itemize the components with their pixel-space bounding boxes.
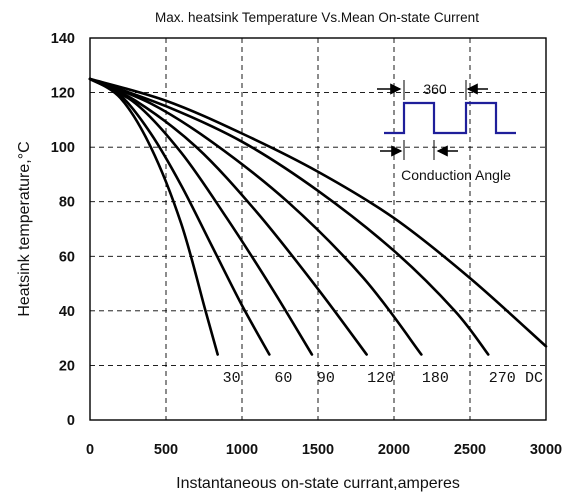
y-tick-label: 20 [59,358,75,374]
period-label: 360 [423,81,447,97]
curve-label-120: 120 [367,370,394,387]
plot-frame [89,37,547,421]
y-axis-title: Heatsink temperature,°C [16,141,33,316]
x-tick-label: 1000 [226,442,258,458]
curve-label-DC: DC [525,370,543,387]
curve-270 [88,77,490,356]
curve-90 [88,77,314,356]
curve-label-60: 60 [274,370,292,387]
curve-DC [88,77,548,348]
conduction-angle-inset: 360 Conduction Angle [377,80,516,183]
conduction-waveform [384,101,516,135]
conduction-angle-label: Conduction Angle [401,167,511,183]
curve-labels: 30 60 90 120 180 270 DC [223,370,543,387]
y-tick-label: 80 [59,195,75,211]
axis-ticks: 0 500 1000 1500 2000 2500 3000 0 20 40 60 80 100 120 1… [51,31,562,458]
x-axis-title: Instantaneous on-state currant,amperes [176,475,460,492]
curve-60 [88,77,271,356]
curve-label-180: 180 [422,370,449,387]
y-tick-label: 60 [59,249,75,265]
x-tick-label: 3000 [530,442,562,458]
x-tick-label: 2000 [378,442,410,458]
x-tick-label: 1500 [302,442,334,458]
curve-label-90: 90 [317,370,335,387]
curve-120 [88,77,368,356]
y-tick-label: 140 [51,31,75,47]
y-tick-label: 100 [51,140,75,156]
x-tick-label: 2500 [454,442,486,458]
x-tick-label: 0 [86,442,94,458]
curve-180 [88,77,423,356]
curve-30 [88,77,219,356]
y-tick-label: 120 [51,86,75,102]
curve-label-30: 30 [223,370,241,387]
curves [88,77,548,356]
curve-label-270: 270 [489,370,516,387]
y-tick-label: 0 [67,413,75,429]
grid [90,38,546,420]
y-tick-label: 40 [59,304,75,320]
chart-title: Max. heatsink Temperature Vs.Mean On-sta… [155,10,479,25]
x-tick-label: 500 [154,442,178,458]
